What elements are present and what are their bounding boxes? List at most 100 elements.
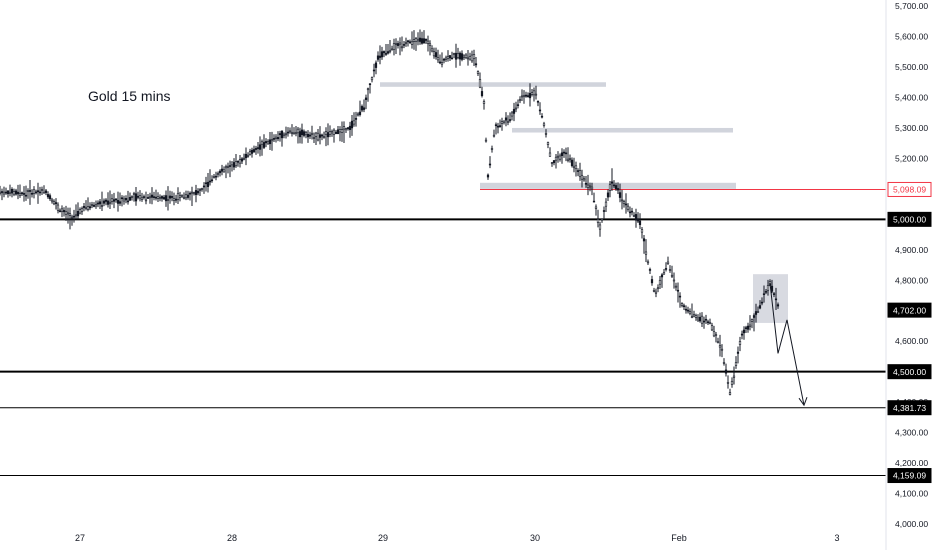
candle-body (598, 224, 602, 230)
candle-body (12, 191, 16, 195)
candle-body (600, 218, 604, 221)
candle-body (730, 380, 734, 385)
y-tick-label: 4,900.00 (895, 245, 928, 255)
candle-body (156, 196, 160, 199)
candle-body (18, 193, 22, 196)
candle-body (364, 97, 368, 100)
candle-body (190, 191, 194, 194)
candle-body (530, 92, 534, 95)
candle-body (608, 184, 612, 191)
candle-body (200, 188, 204, 190)
candle-body (528, 93, 532, 99)
candle-body (110, 198, 114, 202)
candle-body (106, 200, 110, 205)
candle-body (26, 190, 30, 192)
candle-body (368, 83, 372, 86)
projection-path (769, 283, 805, 406)
candle-body (170, 196, 174, 198)
candle-body (138, 195, 142, 199)
candle-body (620, 199, 624, 202)
candle-body (674, 285, 678, 288)
candle-body (250, 149, 254, 154)
candle-body (584, 183, 588, 185)
candle-body (596, 219, 600, 223)
candle-body (172, 198, 176, 201)
candle-body (292, 132, 296, 135)
candle-body (736, 351, 740, 354)
candle-body (166, 199, 170, 201)
candle-body (438, 61, 442, 64)
candle-body (0, 191, 2, 194)
candle-body (574, 165, 578, 170)
candle-body (522, 95, 526, 98)
candle-body (728, 392, 732, 395)
candle-body (62, 210, 66, 213)
price-tag-label: 4,500.00 (893, 367, 926, 377)
candle-body (0, 191, 4, 193)
candle-body (550, 162, 554, 164)
candle-body (580, 174, 584, 180)
candle-body (640, 229, 644, 233)
candle-body (516, 104, 520, 106)
candle-body (422, 38, 426, 44)
candle-body (632, 215, 636, 218)
candle-body (492, 134, 496, 137)
candle-body (160, 196, 164, 199)
candle-body (346, 127, 350, 130)
candle-body (418, 37, 422, 42)
y-tick-label: 5,200.00 (895, 153, 928, 163)
candle-body (256, 147, 260, 149)
candle-body (562, 151, 566, 154)
candle-body (448, 55, 452, 59)
candle-body (344, 128, 348, 131)
candle-body (436, 57, 440, 61)
candle-body (186, 194, 190, 198)
candle-body (44, 190, 48, 193)
candle-body (358, 111, 362, 115)
candle-body (478, 78, 482, 88)
candle-body (214, 175, 218, 178)
candle-body (224, 166, 228, 169)
candle-body (590, 186, 594, 190)
candle-body (88, 206, 92, 209)
candle-body (22, 193, 26, 195)
candle-body (702, 320, 706, 323)
price-tag-label: 5,098.09 (893, 185, 926, 195)
x-tick-label: 27 (75, 533, 85, 543)
candle-body (638, 220, 642, 226)
candle-body (668, 269, 672, 271)
candle-body (626, 205, 630, 210)
candle-body (566, 158, 570, 161)
candle-body (130, 196, 134, 198)
candle-body (542, 123, 546, 126)
candle-body (32, 189, 36, 194)
candle-body (726, 381, 730, 384)
candle-body (742, 329, 746, 334)
candle-body (16, 191, 20, 195)
candle-body (140, 197, 144, 200)
candle-body (514, 107, 518, 110)
candle-body (396, 43, 400, 46)
candle-body (64, 211, 68, 215)
candle-body (762, 293, 766, 296)
candle-body (6, 190, 10, 195)
candle-body (332, 129, 336, 135)
candle-body (658, 279, 662, 285)
candle-body (90, 204, 94, 206)
price-tag-bg (887, 400, 932, 416)
candle-body (718, 345, 722, 348)
candle-body (310, 132, 314, 135)
price-tag-label: 4,159.09 (893, 471, 926, 481)
candle-body (330, 131, 334, 134)
candle-body (72, 215, 76, 218)
candle-body (198, 189, 202, 191)
candle-body (120, 197, 124, 200)
candle-body (262, 142, 266, 148)
candle-body (722, 362, 726, 364)
candle-body (710, 325, 714, 331)
candle-body (622, 201, 626, 204)
candle-body (372, 69, 376, 72)
candle-body (472, 54, 476, 60)
candle-body (498, 125, 502, 127)
